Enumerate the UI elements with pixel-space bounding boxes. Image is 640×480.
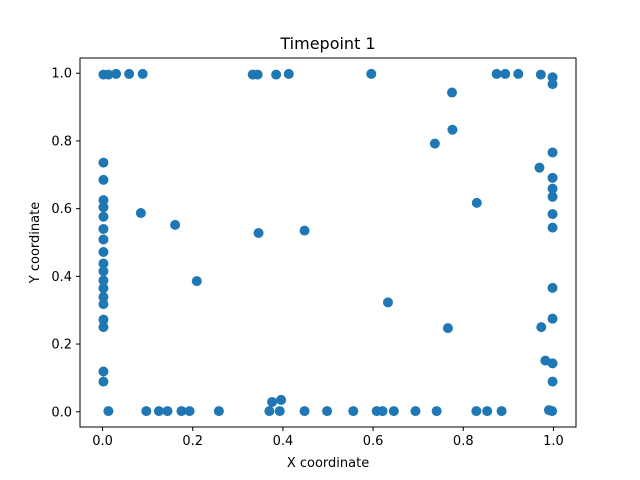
data-point	[98, 211, 109, 222]
data-point	[491, 68, 502, 79]
data-point	[547, 406, 558, 417]
data-point	[382, 297, 393, 308]
y-tick-label: 0.4	[51, 270, 72, 285]
x-tick-label: 0.6	[363, 434, 384, 449]
x-tick-label: 1.0	[543, 434, 564, 449]
data-point	[98, 283, 109, 294]
data-point	[124, 68, 135, 79]
data-point	[98, 376, 109, 387]
data-point	[471, 197, 482, 208]
data-point	[535, 69, 546, 80]
data-point	[98, 258, 109, 269]
data-point	[547, 209, 558, 220]
data-point	[98, 292, 109, 303]
axis-ticks: 0.0 0.2 0.4 0.6 0.8 1.0 0.0 0.2 0.4 0.6 0.8 1.0	[51, 67, 563, 449]
data-point	[170, 219, 181, 230]
data-point	[98, 195, 109, 206]
x-axis-label: X coordinate	[287, 456, 369, 471]
data-point	[252, 69, 263, 80]
data-point	[377, 406, 388, 417]
data-point	[547, 172, 558, 183]
data-point	[388, 406, 399, 417]
data-point	[447, 87, 457, 98]
y-tick-label: 0.6	[51, 202, 72, 217]
chart-title: Timepoint 1	[279, 34, 375, 53]
data-point	[191, 276, 202, 287]
data-point	[213, 406, 224, 417]
data-point	[98, 299, 109, 310]
data-points	[98, 68, 558, 417]
data-point	[98, 202, 109, 213]
data-point	[141, 406, 152, 417]
data-point	[322, 406, 333, 417]
data-point	[534, 162, 545, 173]
data-point	[496, 406, 507, 417]
data-point	[547, 222, 558, 233]
data-point	[442, 323, 453, 334]
data-point	[153, 406, 164, 417]
data-point	[410, 406, 421, 417]
data-point	[98, 314, 109, 325]
data-point	[98, 322, 109, 333]
data-point	[547, 191, 558, 202]
data-point	[98, 234, 109, 245]
y-tick-label: 1.0	[51, 67, 72, 82]
data-point	[547, 282, 558, 293]
data-point	[500, 68, 511, 79]
data-point	[513, 68, 524, 79]
y-tick-label: 0.8	[51, 134, 72, 149]
data-point	[253, 228, 264, 239]
data-point	[98, 246, 109, 257]
data-point	[547, 183, 558, 194]
data-point	[471, 406, 482, 417]
data-point	[482, 406, 493, 417]
x-tick-label: 0.2	[182, 434, 203, 449]
data-point	[103, 406, 114, 417]
data-point	[98, 266, 109, 277]
plot-frame	[79, 57, 577, 428]
data-point	[98, 174, 109, 185]
data-point	[447, 124, 458, 135]
data-point	[366, 68, 377, 79]
y-tick-label: 0.2	[51, 338, 72, 353]
data-point	[547, 376, 558, 387]
data-point	[98, 275, 109, 286]
data-point	[547, 79, 558, 90]
data-point	[299, 406, 310, 417]
data-point	[137, 68, 148, 79]
data-point	[431, 406, 442, 417]
y-tick-label: 0.0	[51, 405, 72, 420]
data-point	[98, 157, 109, 168]
data-point	[547, 358, 558, 369]
data-point	[176, 406, 187, 417]
data-point	[135, 208, 146, 219]
data-point	[274, 406, 285, 417]
x-tick-label: 0.8	[453, 434, 474, 449]
data-point	[299, 225, 310, 236]
data-point	[429, 138, 440, 149]
data-point	[276, 394, 287, 405]
y-axis-label: Y coordinate	[28, 202, 43, 284]
data-point	[98, 366, 109, 377]
data-point	[267, 396, 278, 407]
data-point	[547, 147, 558, 158]
data-point	[98, 223, 109, 234]
data-point	[103, 69, 114, 80]
data-point	[184, 406, 195, 417]
x-tick-label: 0.0	[92, 434, 113, 449]
data-point	[264, 406, 275, 417]
data-point	[162, 406, 173, 417]
data-point	[348, 406, 359, 417]
data-point	[536, 322, 547, 333]
data-point	[547, 313, 558, 324]
data-point	[283, 68, 294, 79]
data-point	[271, 69, 282, 80]
x-tick-label: 0.4	[273, 434, 294, 449]
data-point	[111, 68, 122, 79]
